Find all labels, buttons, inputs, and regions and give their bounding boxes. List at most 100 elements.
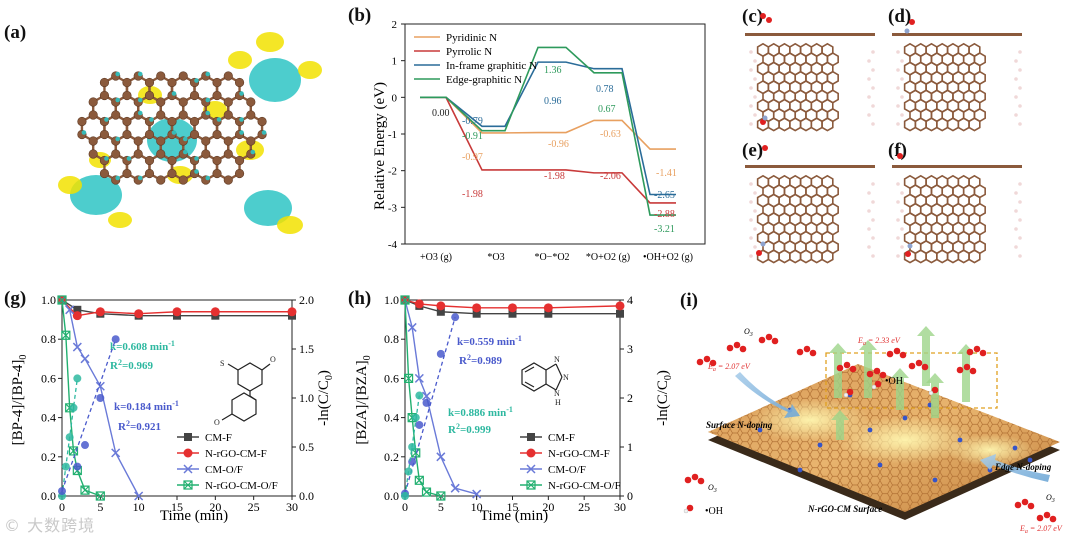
ozone-atom-b-12 <box>1043 511 1051 519</box>
density-dot-30 <box>137 110 143 116</box>
carbon-atom-16 <box>189 90 200 101</box>
hydroxyl-h-0 <box>843 392 849 398</box>
bza-atom-n1: N <box>554 355 560 364</box>
slab-e-h-left-4 <box>749 218 753 222</box>
slab-e-h-left-7 <box>753 245 757 249</box>
chart-h-ylabel-main: [BZA]/[BZA] <box>354 360 370 444</box>
chart-h-legend-label-2: CM-O/F <box>548 464 586 476</box>
chart-g-fit-line-1 <box>61 338 117 492</box>
chart-h-ytick-label-0: 0.0 <box>384 489 399 503</box>
hydroxyl-o-0 <box>846 388 854 396</box>
chart-b-value-label-3-1: -0.91 <box>462 131 483 142</box>
slab-d-h-right-3 <box>1014 77 1018 81</box>
carbon-atom-64 <box>88 149 98 159</box>
slab-d-oxygen-atom <box>909 19 915 25</box>
chart-h-y2tick-label-2: 2 <box>627 391 633 405</box>
chart-g-legend-marker-3 <box>183 480 193 490</box>
chart-g-marker-1-3 <box>134 309 144 319</box>
slab-e-h-right-4 <box>871 218 875 222</box>
slab-c-h-left-8 <box>749 122 753 126</box>
slab-d-nitrogen-atom <box>904 28 910 34</box>
i-ea-top-main: E <box>857 336 863 345</box>
chart-g-marker-1-2 <box>95 307 105 317</box>
chart-h-fit2-r2-sup: 2 <box>456 422 460 431</box>
chart-h-y2label-sub: 0 <box>663 375 674 380</box>
carbon-atom-10 <box>156 71 166 81</box>
chart-h-marker-2-6 <box>472 489 482 499</box>
density-dot-9 <box>137 97 143 103</box>
i-sheet-label: N-rGO-CM Surface <box>807 504 882 514</box>
chart-b-value-label-2-1: -0.79 <box>462 116 483 127</box>
ozone-atom-a-0 <box>726 344 734 352</box>
charge-lobe-0 <box>70 175 122 215</box>
chart-g-fit2-k: k=0.184 min-1 <box>114 399 179 413</box>
i-ea-left-sub: a <box>713 367 716 373</box>
slab-e-oxygen-atom <box>762 145 768 151</box>
chart-g-fit-point-0-2 <box>65 433 74 442</box>
ozone-atom-b-9 <box>973 345 981 353</box>
ozone-atom-c-2 <box>809 349 817 357</box>
chart-g-fit-point-0-3 <box>69 403 78 412</box>
i-ea-left-val: = 2.07 eV <box>716 362 751 371</box>
density-dot-48 <box>115 136 121 142</box>
bp4-atom-o1: O <box>270 355 276 364</box>
slab-f-h-left-7 <box>900 245 904 249</box>
chart-g-fit1-r2: R2=0.969 <box>110 358 153 372</box>
bza-atom-n3: N <box>554 389 560 398</box>
slab-e-h-left-3 <box>753 209 757 213</box>
slab-c-h-left-2 <box>749 68 753 72</box>
chart-g-legend-marker-0 <box>184 433 192 441</box>
slab-e-h-right-8 <box>871 254 875 258</box>
chart-g-ytick-label-1: 0.2 <box>41 450 56 464</box>
chart-b-value-label-3-0: 0.00 <box>432 108 450 119</box>
panel-label-h: (h) <box>348 288 372 309</box>
carbon-atom-50 <box>133 136 143 146</box>
chart-h-ytick-label-5: 1.0 <box>384 293 399 307</box>
chart-g-fit1-k-unit: -1 <box>168 339 175 348</box>
chart-h-fit2-r2-R: R <box>448 424 457 436</box>
carbon-atom-59 <box>257 116 267 127</box>
green-arrow-icon-1 <box>859 340 877 398</box>
carbon-atom-11 <box>167 77 177 88</box>
chart-h-xtick-label-3: 15 <box>507 500 519 514</box>
chart-b-ytick-label-4: 0 <box>392 92 398 104</box>
i-ea-right: Ea = 2.07 eV <box>1019 524 1063 535</box>
chart-b-ytick-label-5: 1 <box>392 56 398 68</box>
density-dot-15 <box>194 78 199 83</box>
slab-d-h-left-2 <box>896 68 900 72</box>
ozone-atom-c-10 <box>697 477 705 485</box>
chart-b-value-label-3-3: 0.67 <box>598 104 616 115</box>
chart-h-fit1-r2-val: =0.989 <box>471 355 503 367</box>
carbon-atom-29 <box>88 97 98 107</box>
slab-f-lattice <box>903 174 986 264</box>
chart-g-ytick-label-4: 0.8 <box>41 332 56 346</box>
blue-arrow-right-icon <box>980 454 1050 482</box>
slab-f-h-left-1 <box>900 191 904 195</box>
chart-h-marker-1-1 <box>414 299 424 309</box>
green-arrow-icon-5 <box>891 368 909 410</box>
ozone-atom-c-9 <box>979 349 987 357</box>
slab-f-h-left-4 <box>896 218 900 222</box>
chart-h-fit-point-0-3 <box>422 398 431 407</box>
chart-g-xtick-label-1: 5 <box>97 500 103 514</box>
carbon-atom-22 <box>223 71 233 81</box>
i-ea-left: Ea = 2.07 eV <box>707 362 751 373</box>
slab-e-h-left-2 <box>749 200 753 204</box>
panel-label-b: (b) <box>348 5 372 26</box>
chart-h-marker-1-2 <box>436 301 446 311</box>
panel-label-a: (a) <box>4 22 27 43</box>
chart-g-marker-0-1 <box>73 305 82 314</box>
carbon-atom-89 <box>223 175 233 185</box>
slab-d-h-right-5 <box>1014 95 1018 99</box>
chart-g-fit1-r2-val: =0.969 <box>122 360 154 372</box>
panel-label-g: (g) <box>4 288 27 309</box>
slab-c-h-right-2 <box>871 68 875 72</box>
chart-h-legend-label-3: N-rGO-CM-O/F <box>548 480 621 492</box>
slab-d-h-right-0 <box>1018 50 1022 54</box>
carbon-atom-65 <box>133 149 143 159</box>
carbon-atom-47 <box>122 129 132 140</box>
chart-h-xtick-label-5: 25 <box>578 500 590 514</box>
bp4-atom-s: S <box>220 359 224 368</box>
carbon-atom-25 <box>223 97 233 107</box>
carbon-atom-49 <box>144 129 155 140</box>
